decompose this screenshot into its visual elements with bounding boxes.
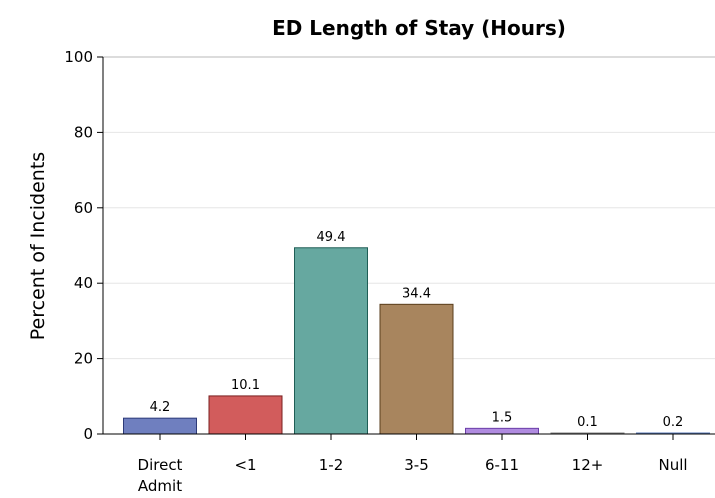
data-label: 1.5 (492, 410, 513, 425)
y-axis-label: Percent of Incidents (27, 152, 49, 340)
bars (123, 247, 710, 435)
y-tick-label: 0 (83, 425, 93, 443)
x-tick-label: Null (658, 456, 687, 474)
data-label: 10.1 (231, 378, 260, 393)
x-tick-label: Admit (138, 477, 182, 495)
x-tick-label: 1-2 (319, 456, 344, 474)
x-tick-label: 6-11 (485, 456, 519, 474)
y-tick-label: 100 (64, 48, 93, 66)
bar (208, 395, 283, 435)
x-tick-label: 12+ (572, 456, 604, 474)
y-tick-label: 80 (74, 123, 93, 141)
data-label: 0.2 (663, 415, 684, 430)
x-tick-label: 3-5 (404, 456, 429, 474)
x-tick-labels: Direct Admit <1 1-2 3-5 6-11 12+ Null (138, 456, 688, 495)
data-label: 4.2 (150, 400, 171, 415)
data-labels: 4.2 10.1 49.4 34.4 1.5 0.1 0.2 (150, 230, 684, 430)
x-tick-label: <1 (234, 456, 256, 474)
bar (294, 247, 368, 435)
data-label: 0.1 (577, 415, 598, 430)
bar (465, 427, 539, 435)
data-label: 34.4 (402, 286, 431, 301)
y-tick-labels: 0 20 40 60 80 100 (64, 48, 93, 443)
y-tick-label: 20 (74, 350, 93, 368)
chart-title: ED Length of Stay (Hours) (272, 16, 566, 40)
y-tick-label: 60 (74, 199, 93, 217)
bar (123, 417, 197, 435)
data-label: 49.4 (317, 230, 346, 245)
axes (97, 56, 715, 440)
bar (379, 303, 454, 435)
x-tick-label: Direct (138, 456, 183, 474)
y-tick-label: 40 (74, 274, 93, 292)
